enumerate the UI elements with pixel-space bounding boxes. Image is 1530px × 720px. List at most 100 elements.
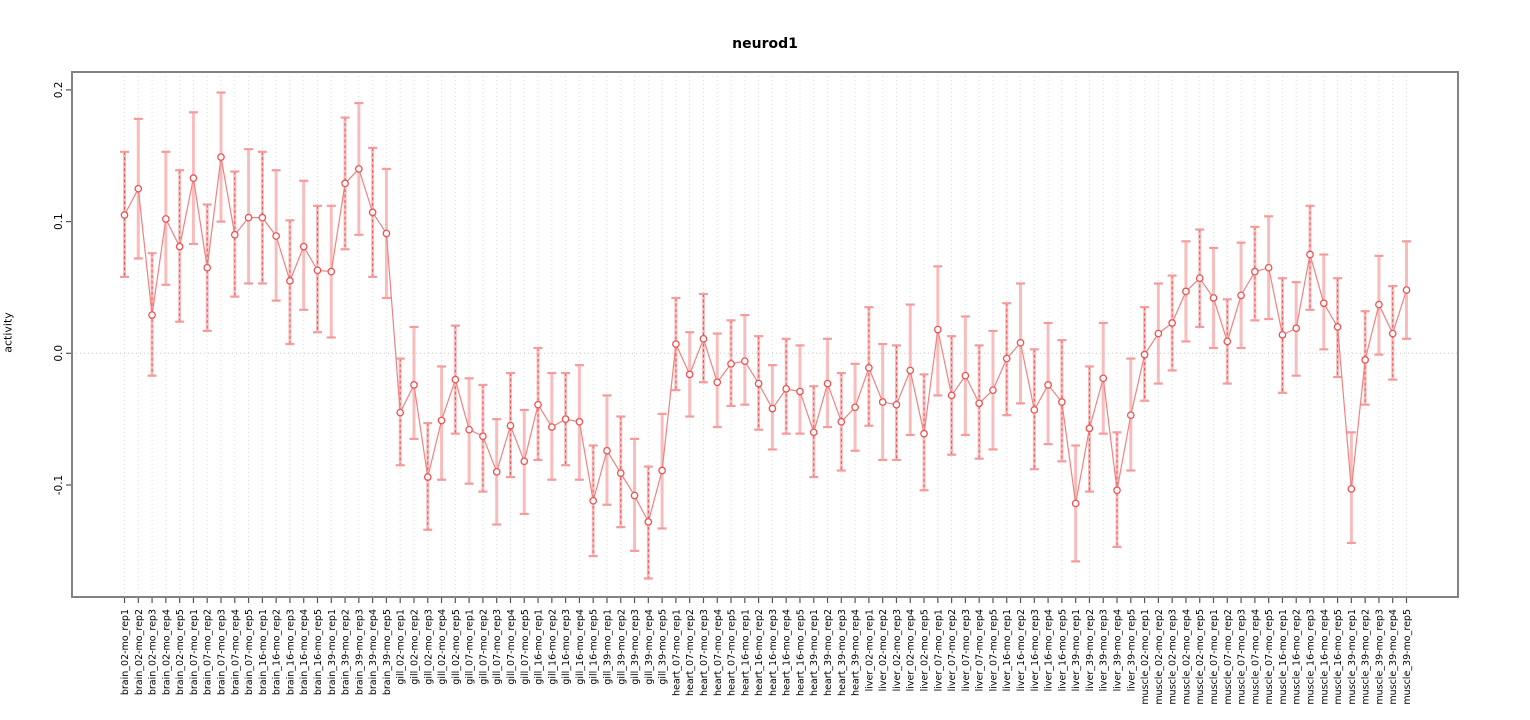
x-tick-label: muscle_02-mo_rep3 — [1168, 609, 1179, 705]
x-tick-label: heart_39-mo_rep3 — [837, 609, 848, 696]
data-point — [768, 404, 777, 413]
data-point — [244, 213, 253, 222]
data-point — [1085, 424, 1094, 433]
x-tick-label: gill_16-mo_rep4 — [575, 609, 586, 685]
data-point — [906, 366, 915, 375]
x-tick-label: liver_39-mo_rep2 — [1085, 609, 1096, 691]
data-point — [1347, 485, 1356, 493]
x-tick-label: brain_07-mo_rep2 — [203, 609, 214, 695]
x-tick-label: gill_02-mo_rep1 — [396, 609, 407, 685]
data-point — [120, 211, 129, 219]
data-point — [437, 416, 446, 425]
data-point — [1140, 350, 1149, 359]
data-point — [754, 379, 763, 388]
data-point — [368, 208, 377, 217]
data-point — [506, 421, 515, 430]
data-point — [809, 428, 818, 437]
x-tick-label: brain_39-mo_rep5 — [382, 609, 393, 695]
data-point — [740, 357, 749, 366]
x-tick-label: liver_07-mo_rep3 — [961, 609, 972, 691]
data-point — [575, 417, 584, 426]
data-point — [1058, 398, 1066, 406]
data-point — [782, 385, 791, 393]
x-tick-label: heart_07-mo_rep4 — [713, 609, 724, 696]
x-tick-label: brain_16-mo_rep2 — [272, 609, 283, 695]
data-point — [1361, 356, 1369, 364]
x-tick-label: brain_16-mo_rep4 — [299, 609, 310, 695]
data-point — [217, 153, 225, 161]
data-point — [1071, 499, 1080, 508]
data-point — [892, 400, 901, 409]
x-tick-label: muscle_16-mo_rep1 — [1278, 609, 1289, 705]
x-tick-label: gill_07-mo_rep3 — [492, 609, 503, 685]
x-tick-label: muscle_39-mo_rep5 — [1402, 609, 1413, 705]
x-tick-label: liver_02-mo_rep3 — [892, 609, 903, 691]
plot-box — [71, 71, 1459, 598]
data-point — [1402, 286, 1411, 294]
x-tick-label: gill_02-mo_rep5 — [451, 609, 462, 685]
data-point — [989, 386, 997, 395]
data-point — [630, 491, 639, 500]
x-tick-label: liver_07-mo_rep2 — [947, 609, 958, 691]
y-tick-label: 0.2 — [53, 82, 65, 99]
data-point — [286, 277, 294, 285]
data-point — [1126, 411, 1135, 420]
x-tick-label: liver_16-mo_rep2 — [1016, 609, 1027, 691]
x-tick-label: muscle_16-mo_rep2 — [1292, 609, 1303, 705]
data-point — [148, 311, 156, 319]
x-tick-label: muscle_02-mo_rep1 — [1140, 609, 1151, 705]
x-tick-label: brain_16-mo_rep5 — [313, 609, 324, 695]
data-point — [1168, 319, 1177, 327]
data-point — [672, 340, 680, 348]
x-tick-label: muscle_02-mo_rep4 — [1181, 609, 1192, 705]
x-tick-label: liver_02-mo_rep2 — [878, 609, 889, 691]
data-point — [1251, 267, 1259, 276]
data-point — [1113, 486, 1121, 495]
x-tick-label: brain_07-mo_rep1 — [189, 609, 200, 695]
x-tick-label: gill_02-mo_rep4 — [437, 609, 448, 685]
x-tick-label: gill_39-mo_rep4 — [644, 609, 655, 685]
x-tick-label: muscle_02-mo_rep5 — [1195, 609, 1206, 705]
y-tick-label: -0.1 — [53, 475, 65, 496]
x-tick-label: liver_02-mo_rep5 — [920, 609, 931, 691]
x-tick-label: muscle_16-mo_rep4 — [1319, 609, 1330, 705]
data-point — [1182, 287, 1190, 296]
x-tick-label: gill_39-mo_rep3 — [630, 609, 641, 685]
x-tick-label: heart_07-mo_rep5 — [727, 609, 738, 696]
x-tick-label: muscle_07-mo_rep1 — [1209, 609, 1220, 705]
x-tick-label: liver_16-mo_rep1 — [1002, 609, 1013, 691]
data-point — [175, 242, 184, 251]
data-point — [561, 415, 570, 423]
chart-title: neurod1 — [732, 36, 798, 52]
x-tick-label: heart_39-mo_rep2 — [823, 609, 834, 696]
data-point — [1016, 338, 1025, 347]
data-point — [603, 446, 611, 455]
data-point — [727, 359, 735, 368]
x-tick-label: muscle_07-mo_rep2 — [1223, 609, 1234, 705]
x-tick-label: muscle_39-mo_rep2 — [1361, 609, 1372, 705]
data-point — [272, 232, 280, 240]
data-point — [961, 371, 970, 380]
data-point — [520, 457, 529, 466]
data-point — [837, 417, 846, 426]
x-tick-label: brain_02-mo_rep5 — [175, 609, 186, 695]
data-point — [1333, 323, 1342, 331]
x-tick-label: gill_07-mo_rep5 — [520, 609, 531, 685]
x-tick-label: muscle_02-mo_rep2 — [1154, 609, 1165, 705]
data-point — [1223, 337, 1232, 346]
x-tick-label: gill_02-mo_rep3 — [423, 609, 434, 685]
x-tick-label: heart_16-mo_rep1 — [740, 609, 751, 696]
data-point — [975, 399, 984, 408]
data-point — [685, 370, 694, 379]
x-tick-label: brain_39-mo_rep1 — [327, 609, 338, 695]
data-point — [465, 425, 473, 434]
x-tick-label: liver_16-mo_rep4 — [1044, 609, 1055, 691]
x-tick-label: heart_07-mo_rep1 — [671, 609, 682, 696]
data-point — [1030, 406, 1039, 414]
x-tick-label: liver_07-mo_rep1 — [933, 609, 944, 691]
x-tick-label: brain_07-mo_rep3 — [216, 609, 227, 695]
data-point — [382, 229, 391, 238]
data-point — [1209, 294, 1218, 302]
data-point — [162, 215, 170, 223]
x-tick-label: liver_39-mo_rep3 — [1099, 609, 1110, 691]
